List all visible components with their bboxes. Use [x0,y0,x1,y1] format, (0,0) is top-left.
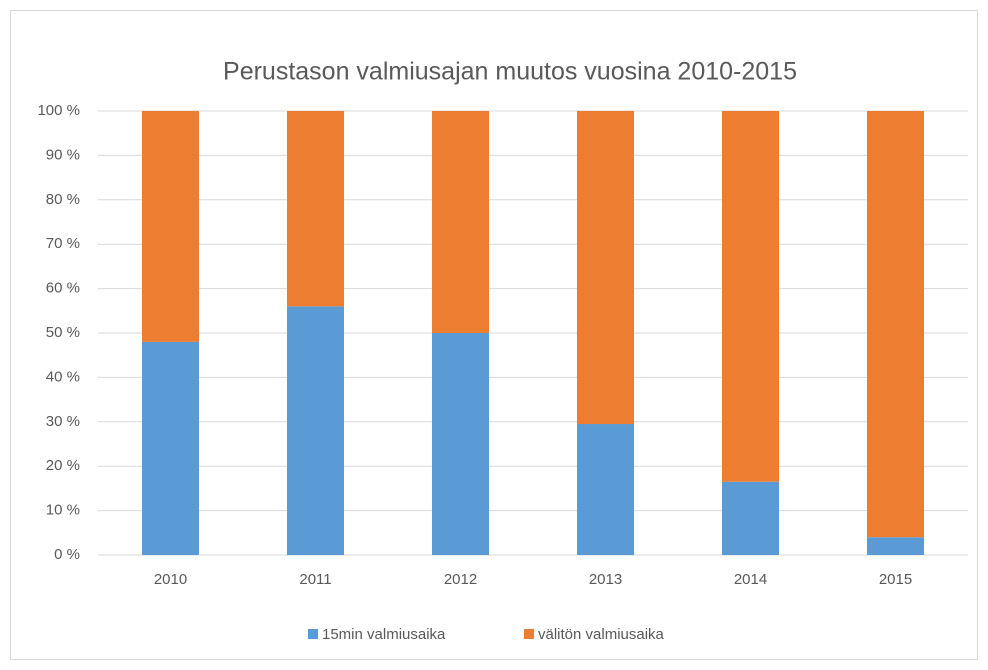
bar-segment [867,111,924,538]
bar-segment [142,341,199,555]
y-tick-label: 60 % [46,280,80,297]
bar-segment [142,111,199,342]
bar-segment [577,111,634,425]
x-tick-label: 2013 [589,571,622,588]
bar-segment [722,481,779,555]
y-tick-label: 0 % [54,546,80,563]
bar-segment [432,111,489,333]
legend-label: 15min valmiusaika [322,626,446,643]
y-tick-label: 30 % [46,413,80,430]
legend-label: välitön valmiusaika [538,626,665,643]
bar-segment [722,111,779,482]
y-tick-label: 100 % [37,102,80,119]
bar-segment [577,424,634,555]
legend-swatch [524,629,534,639]
y-tick-label: 80 % [46,191,80,208]
x-tick-label: 2011 [299,571,331,588]
chart-title: Perustason valmiusajan muutos vuosina 20… [223,58,797,86]
x-tick-label: 2015 [879,571,912,588]
y-tick-label: 40 % [46,368,80,385]
y-tick-label: 10 % [46,502,80,519]
y-tick-label: 70 % [46,235,80,252]
y-tick-label: 20 % [46,457,80,474]
x-tick-label: 2012 [444,571,477,588]
x-tick-label: 2014 [734,571,767,588]
legend-swatch [308,629,318,639]
bar-segment [432,333,489,555]
bar-segment [287,306,344,555]
bar-segment [287,111,344,307]
y-tick-label: 50 % [46,324,80,341]
y-tick-label: 90 % [46,146,80,163]
x-tick-label: 2010 [154,571,187,588]
bar-segment [867,537,924,555]
